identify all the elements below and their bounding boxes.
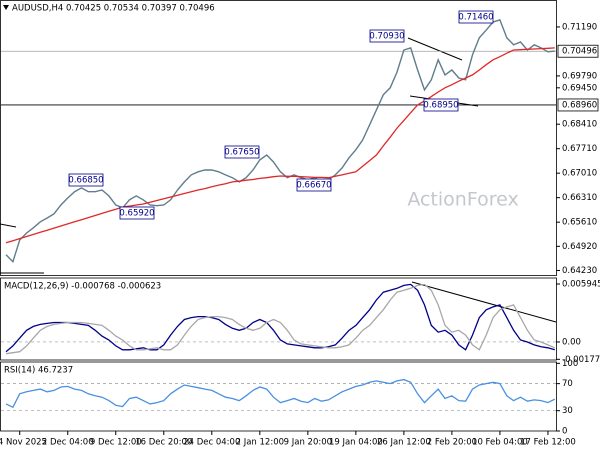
rsi-frame [0, 361, 557, 432]
annotation-box [369, 29, 405, 43]
price-frame [0, 0, 557, 276]
annotation-label: 0.71460 [458, 13, 493, 23]
annotation-label: 0.67650 [224, 148, 259, 158]
watermark: ActionForex [407, 189, 518, 211]
annotation-label: 0.70930 [369, 32, 404, 42]
annotation-box [423, 98, 459, 112]
rsi-title: RSI(14) 46.7237 [4, 366, 73, 376]
x-tick-label: 19 Jan 04:00 [329, 438, 383, 448]
y-tick-label: 0.00 [562, 337, 581, 347]
y-tick-label: 0.69450 [562, 83, 597, 93]
x-tick-label: 17 Feb 12:00 [520, 438, 576, 448]
y-tick-label: 0.005945 [562, 279, 600, 289]
annotation-label: 0.68950 [423, 101, 458, 111]
trendline [0, 223, 17, 228]
y-tick-label: 0.67010 [562, 169, 597, 179]
y-tick-label: 0.65610 [562, 218, 597, 228]
x-tick-label: 10 Feb 04:00 [472, 438, 528, 448]
price-box [557, 98, 599, 112]
annotation-box [119, 206, 155, 220]
y-tick-label: 0.64920 [562, 242, 597, 252]
macd-frame [0, 277, 557, 361]
y-tick-label: 0.69790 [562, 71, 597, 81]
series-line [5, 283, 556, 355]
series-line [5, 47, 555, 244]
y-tick-label: 0.64230 [562, 266, 597, 276]
menu-arrow [3, 5, 9, 10]
price-box-label: 0.70496 [562, 47, 597, 57]
trendline [411, 281, 557, 323]
y-tick-label: 100 [562, 359, 578, 369]
annotation-label: 0.66850 [68, 176, 103, 186]
chart-title: AUDUSD,H4 0.70425 0.70534 0.70397 0.7049… [12, 4, 215, 14]
y-tick-label: 0.71190 [562, 22, 597, 32]
macd-title: MACD(12,26,9) -0.000768 -0.000623 [4, 282, 161, 292]
annotation-box [296, 178, 332, 192]
x-tick-label: 26 Jan 12:00 [377, 438, 431, 448]
series-line [5, 378, 556, 409]
price-box-label: 0.68960 [562, 100, 597, 110]
y-tick-label: 30 [562, 406, 573, 416]
x-tick-label: 16 Dec 20:00 [135, 438, 192, 448]
y-tick-label: 0.68410 [562, 120, 597, 130]
series-line [5, 283, 555, 353]
x-tick-label: 2 Jan 12:00 [236, 438, 284, 448]
annotation-box [224, 145, 260, 159]
x-tick-label: 24 Nov 2025 [0, 438, 47, 448]
trendline [407, 37, 463, 61]
x-tick-label: 9 Jan 20:00 [284, 438, 332, 448]
y-tick-label: 70 [562, 379, 573, 389]
x-tick-label: 2 Dec 04:00 [42, 438, 94, 448]
annotation-box [68, 173, 104, 187]
x-tick-label: 2 Feb 20:00 [427, 438, 477, 448]
annotation-box [458, 10, 494, 24]
y-tick-label: 0.66310 [562, 193, 597, 203]
y-tick-label: 0.67710 [562, 144, 597, 154]
y-tick-label: -0.001779 [562, 355, 600, 365]
x-tick-label: 24 Dec 04:00 [183, 438, 240, 448]
price-box [557, 44, 599, 58]
annotation-label: 0.65920 [119, 209, 154, 219]
annotation-label: 0.66670 [296, 181, 331, 191]
y-tick-label: 0 [562, 427, 567, 437]
x-tick-label: 9 Dec 12:00 [90, 438, 142, 448]
